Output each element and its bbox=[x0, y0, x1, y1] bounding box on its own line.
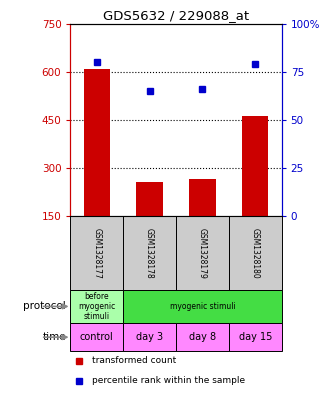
Bar bbox=[176, 217, 229, 290]
Text: transformed count: transformed count bbox=[92, 356, 176, 365]
Bar bbox=[123, 290, 282, 323]
Text: percentile rank within the sample: percentile rank within the sample bbox=[92, 376, 245, 385]
Bar bbox=[176, 323, 229, 351]
Bar bbox=[242, 116, 268, 217]
Text: GSM1328178: GSM1328178 bbox=[145, 228, 154, 279]
Bar bbox=[123, 217, 176, 290]
Text: GSM1328179: GSM1328179 bbox=[198, 228, 207, 279]
Bar bbox=[136, 182, 163, 217]
Text: day 15: day 15 bbox=[238, 332, 272, 342]
Bar bbox=[189, 178, 216, 217]
Text: before
myogenic
stimuli: before myogenic stimuli bbox=[78, 292, 116, 321]
Bar bbox=[229, 217, 282, 290]
Text: protocol: protocol bbox=[23, 301, 66, 311]
Text: control: control bbox=[80, 332, 114, 342]
Text: day 8: day 8 bbox=[189, 332, 216, 342]
Bar bbox=[70, 217, 123, 290]
Bar bbox=[70, 323, 123, 351]
Bar bbox=[229, 323, 282, 351]
Text: GSM1328177: GSM1328177 bbox=[92, 228, 101, 279]
Title: GDS5632 / 229088_at: GDS5632 / 229088_at bbox=[103, 9, 249, 22]
Text: myogenic stimuli: myogenic stimuli bbox=[170, 302, 235, 311]
Bar bbox=[70, 290, 123, 323]
Text: time: time bbox=[43, 332, 66, 342]
Bar bbox=[84, 69, 110, 217]
Text: GSM1328180: GSM1328180 bbox=[251, 228, 260, 279]
Text: day 3: day 3 bbox=[136, 332, 163, 342]
Bar bbox=[123, 323, 176, 351]
